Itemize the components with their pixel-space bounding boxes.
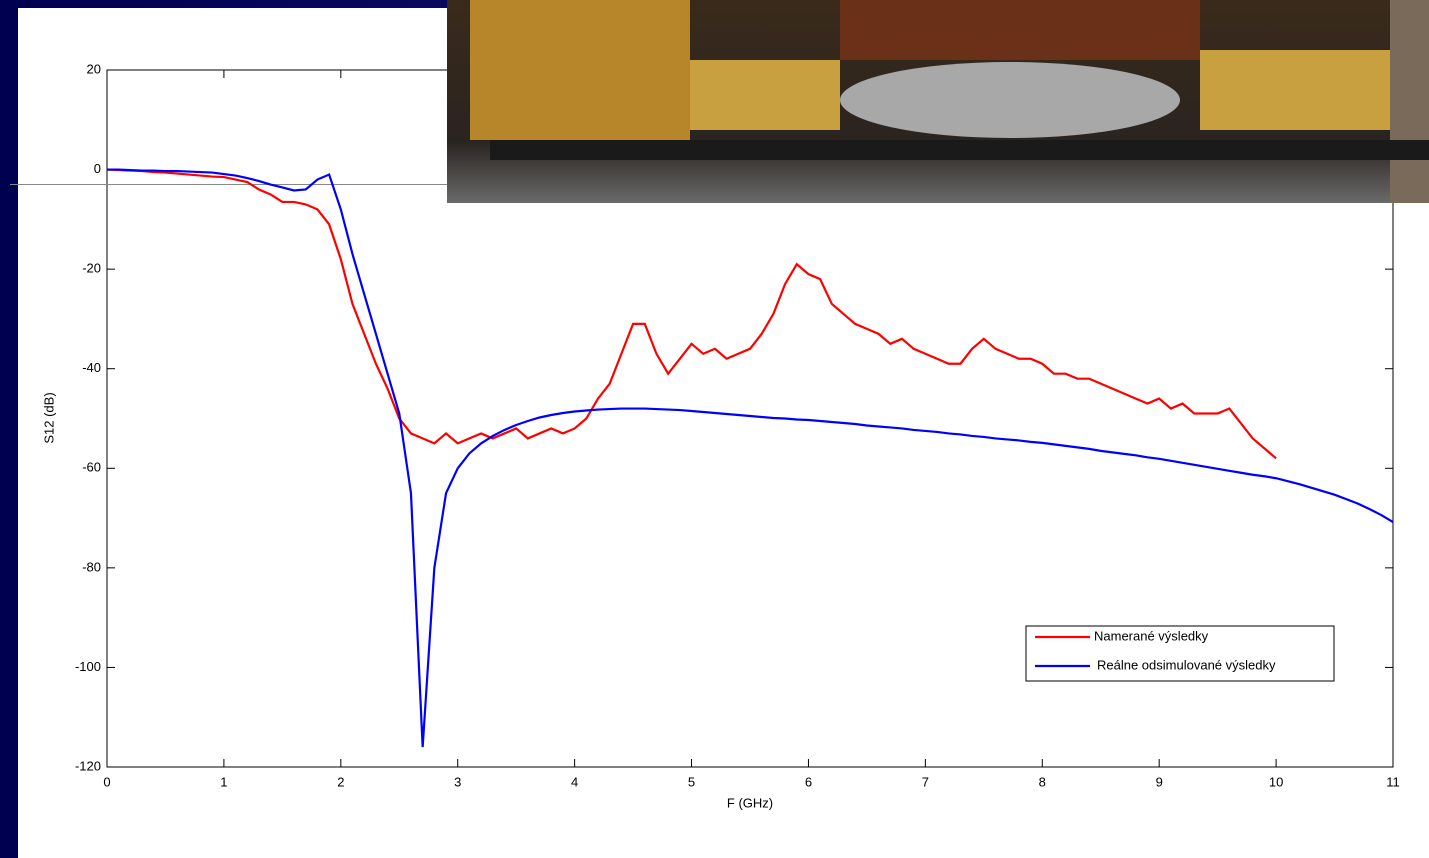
x-tick-label: 10 <box>1269 774 1283 789</box>
y-tick-label: -20 <box>82 261 101 276</box>
x-tick-label: 0 <box>103 774 110 789</box>
board <box>840 0 1200 60</box>
connector-pin-left <box>690 60 840 130</box>
y-tick-label: -80 <box>82 559 101 574</box>
base <box>490 140 1429 160</box>
legend-label: Reálne odsimulované výsledky <box>1097 657 1276 672</box>
y-tick-label: -100 <box>75 659 101 674</box>
y-tick-label: -120 <box>75 758 101 773</box>
x-tick-label: 5 <box>688 774 695 789</box>
x-tick-label: 4 <box>571 774 578 789</box>
y-axis-label: S12 (dB) <box>41 392 56 443</box>
x-tick-label: 7 <box>922 774 929 789</box>
x-tick-label: 2 <box>337 774 344 789</box>
slide: F (GHz) S12 (dB) 0 1 2 3 4 5 6 7 8 9 10 11 -120 -100 -… <box>0 0 1429 858</box>
photo <box>447 0 1429 203</box>
x-tick-label: 11 <box>1386 774 1400 789</box>
x-tick-label: 3 <box>454 774 461 789</box>
y-tick-label: 0 <box>94 161 101 176</box>
x-tick-label: 6 <box>805 774 812 789</box>
y-tick-label: -60 <box>82 460 101 475</box>
x-axis-label: F (GHz) <box>727 795 773 810</box>
photo-edge <box>1390 0 1429 203</box>
y-tick-label: 20 <box>87 61 101 76</box>
legend-label: Namerané výsledky <box>1094 628 1209 643</box>
connector-pin-right <box>1200 50 1400 130</box>
connector-left <box>470 0 690 140</box>
solder <box>840 62 1180 138</box>
x-tick-label: 8 <box>1039 774 1046 789</box>
x-tick-label: 1 <box>220 774 227 789</box>
legend: Namerané výsledky Reálne odsimulované výs… <box>1026 626 1334 681</box>
x-tick-label: 9 <box>1156 774 1163 789</box>
y-tick-label: -40 <box>82 360 101 375</box>
